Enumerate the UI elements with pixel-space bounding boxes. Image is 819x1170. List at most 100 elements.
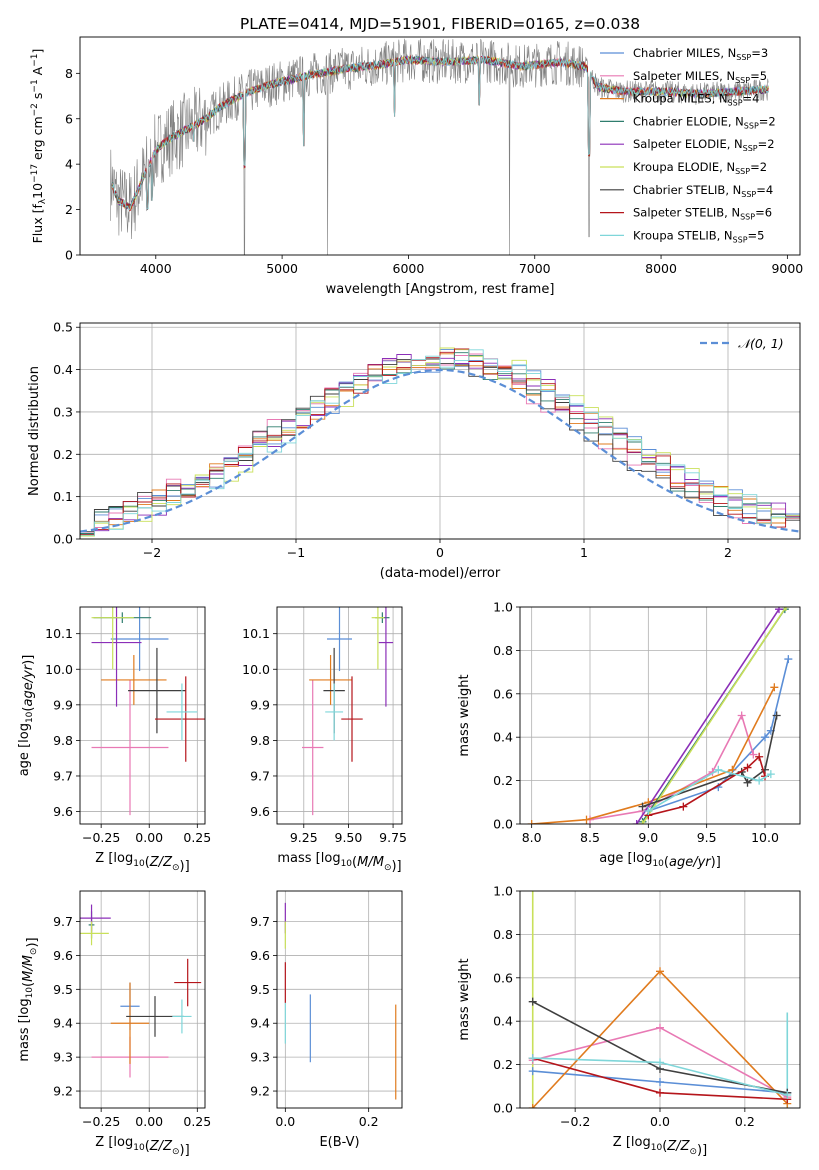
y-tick-label: 2 xyxy=(65,202,73,217)
x-tick-label: 5000 xyxy=(266,261,298,276)
panel-age_vs_mass: 9.25 9.50 9.75 9.6 9.7 9.8 9.9 10.0 10.1 mass [lo… xyxy=(242,606,407,874)
weight-marker xyxy=(679,802,688,811)
weight-marker xyxy=(775,607,783,614)
weight-marker xyxy=(638,820,647,824)
errorbar-point xyxy=(101,655,167,705)
y-tick-label: 9.6 xyxy=(53,804,73,819)
y-tick-label: 9.9 xyxy=(250,697,270,712)
plot-grid: 4000 5000 6000 7000 8000 9000 0 2 4 6 8 wavelength … xyxy=(17,36,803,1158)
weight-marker xyxy=(755,752,764,761)
y-tick-label: 10.0 xyxy=(45,662,73,677)
errorbar-point xyxy=(174,958,202,1007)
axes-frame xyxy=(276,606,403,825)
x-tick-label: −0.2 xyxy=(560,1114,590,1129)
plot-area xyxy=(80,347,800,537)
axes-frame xyxy=(79,36,801,256)
x-tick-label: 9.50 xyxy=(335,830,363,845)
normal-curve xyxy=(80,368,800,533)
x-tick-label: −2 xyxy=(143,545,161,560)
legend-label: Chabrier MILES, NSSP=3 xyxy=(633,46,768,62)
legend-label: Kroupa MILES, NSSP=4 xyxy=(633,92,759,108)
errorbar-point xyxy=(302,679,324,816)
model-spectrum-line xyxy=(111,55,769,211)
x-tick-label: 0.2 xyxy=(735,1114,755,1129)
y-axis-label: Flux [fλ10−17 erg cm−2 s−1 A−1] xyxy=(30,49,48,244)
legend-label: 𝒩(0, 1) xyxy=(738,336,784,351)
weight-marker xyxy=(770,683,779,692)
y-tick-label: 0 xyxy=(65,248,73,263)
x-tick-label: 0.00 xyxy=(135,830,163,845)
legend-label: Salpeter MILES, NSSP=5 xyxy=(633,69,767,85)
x-tick-label: 9000 xyxy=(771,261,803,276)
errorbar-point xyxy=(91,679,169,816)
y-axis-label: Normed distribution xyxy=(27,366,42,496)
plot-area xyxy=(91,607,205,816)
weight-marker xyxy=(784,655,793,664)
panel-mass_weight_vs_age: 8.0 8.5 9.0 9.5 10.0 0.0 0.2 0.4 0.6 0.8 1.0 age [l… xyxy=(457,600,801,870)
x-tick-label: 9.75 xyxy=(379,830,407,845)
errorbar-point xyxy=(155,676,205,762)
y-tick-label: 9.3 xyxy=(250,1050,270,1065)
y-tick-label: 9.7 xyxy=(53,768,73,783)
y-tick-label: 0.8 xyxy=(493,643,513,658)
y-tick-label: 0.4 xyxy=(53,362,73,377)
x-tick-label: 9.5 xyxy=(697,830,717,845)
errorbar-point xyxy=(80,921,109,946)
y-tick-label: 8 xyxy=(65,66,73,81)
x-tick-label: −1 xyxy=(287,545,305,560)
axes-frame xyxy=(79,890,206,1109)
y-tick-label: 0.1 xyxy=(53,489,73,504)
y-tick-label: 9.4 xyxy=(250,1016,270,1031)
y-tick-label: 9.8 xyxy=(53,733,73,748)
x-tick-label: 1 xyxy=(580,545,588,560)
y-tick-label: 9.2 xyxy=(53,1084,73,1099)
x-tick-label: 8.0 xyxy=(522,830,542,845)
x-axis-label: Z [log10(Z/Z⊙)] xyxy=(95,1135,189,1158)
y-tick-label: 0.5 xyxy=(53,320,73,335)
x-tick-label: 0.00 xyxy=(135,1114,163,1129)
weight-marker xyxy=(528,1067,537,1076)
plot-area xyxy=(528,891,792,1108)
x-tick-label: 0.25 xyxy=(183,830,211,845)
panel-mass_vs_Z: −0.25 0.00 0.25 9.2 9.3 9.4 9.5 9.6 9.7 Z [log10(… xyxy=(17,890,211,1158)
weight-marker xyxy=(656,1023,664,1032)
y-tick-label: 9.8 xyxy=(250,733,270,748)
y-tick-label: 4 xyxy=(65,157,73,172)
weight-marker xyxy=(743,778,752,787)
x-tick-label: −0.25 xyxy=(82,1114,120,1129)
weight-marker xyxy=(644,806,653,815)
legend-label: Chabrier STELIB, NSSP=4 xyxy=(633,183,773,199)
y-tick-label: 1.0 xyxy=(493,600,513,615)
weight-marker xyxy=(656,967,664,976)
x-axis-label: Z [log10(Z/Z⊙)] xyxy=(613,1135,707,1158)
panel-mass_vs_EBV: 0.0 0.2 9.2 9.3 9.4 9.5 9.6 9.7 E(B-V) xyxy=(250,890,403,1150)
y-tick-label: 0.3 xyxy=(53,404,73,419)
errorbar-point xyxy=(378,607,394,707)
y-tick-label: 9.5 xyxy=(250,982,270,997)
x-tick-label: 2 xyxy=(724,545,732,560)
weight-marker xyxy=(772,711,781,720)
axes-frame xyxy=(79,606,206,825)
x-tick-label: 8000 xyxy=(645,261,677,276)
plot-area xyxy=(110,38,769,255)
weight-marker xyxy=(582,815,591,824)
x-tick-label: 9.25 xyxy=(290,830,318,845)
y-tick-label: 0.4 xyxy=(493,1014,513,1029)
errorbar-point xyxy=(91,607,134,670)
plot-area xyxy=(80,904,202,1078)
x-axis-label: mass [log10(M/M⊙)] xyxy=(277,851,401,874)
x-tick-label: 9.0 xyxy=(638,830,658,845)
y-tick-label: 9.7 xyxy=(250,768,270,783)
errorbar-point xyxy=(166,683,198,741)
x-tick-label: 6000 xyxy=(393,261,425,276)
x-tick-label: 8.5 xyxy=(580,830,600,845)
errorbar-point xyxy=(341,676,363,762)
y-tick-label: 9.2 xyxy=(250,1084,270,1099)
errorbar-point xyxy=(91,607,142,707)
y-tick-label: 9.7 xyxy=(250,914,270,929)
x-axis-label: age [log10(age/yr)] xyxy=(599,851,721,870)
y-tick-label: 9.7 xyxy=(53,914,73,929)
x-tick-label: −0.25 xyxy=(82,830,120,845)
x-tick-label: 0.2 xyxy=(359,1114,379,1129)
legend-label: Kroupa ELODIE, NSSP=2 xyxy=(633,160,767,176)
